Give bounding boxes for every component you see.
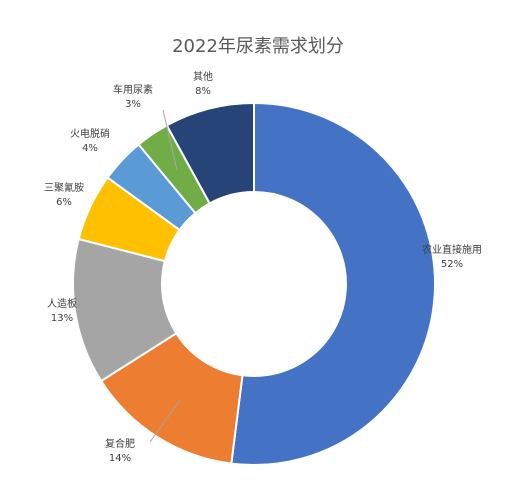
label-compound-category: 复合肥 <box>105 437 135 450</box>
chart-title: 2022年尿素需求划分 <box>172 36 344 57</box>
slice-7 <box>165 101 255 205</box>
label-denitration-category: 火电脱硝 <box>70 127 110 140</box>
label-agri-category: 农业直接施用 <box>422 243 482 256</box>
label-agri-value: 52% <box>441 259 463 270</box>
slices-group <box>72 101 436 466</box>
label-vehicle-urea-value: 3% <box>125 99 141 110</box>
slice-1 <box>230 101 436 466</box>
leader-lines-group <box>149 109 181 443</box>
label-compound-value: 14% <box>109 453 131 464</box>
label-board-value: 13% <box>51 313 73 324</box>
label-denitration-value: 4% <box>82 143 98 154</box>
labels-group: 农业直接施用 52% 复合肥 14% 人造板 13% 三聚氰胺 6% 火电脱硝 4% 车用尿素 3% 其… <box>44 70 482 464</box>
label-melamine-category: 三聚氰胺 <box>44 181 84 194</box>
label-other-value: 8% <box>195 86 211 97</box>
leader-line-6 <box>162 109 178 171</box>
label-board-category: 人造板 <box>47 297 77 310</box>
leader-line-2 <box>149 399 181 443</box>
label-other-category: 其他 <box>193 70 213 83</box>
label-melamine-value: 6% <box>56 197 72 208</box>
label-vehicle-urea-category: 车用尿素 <box>113 83 153 96</box>
